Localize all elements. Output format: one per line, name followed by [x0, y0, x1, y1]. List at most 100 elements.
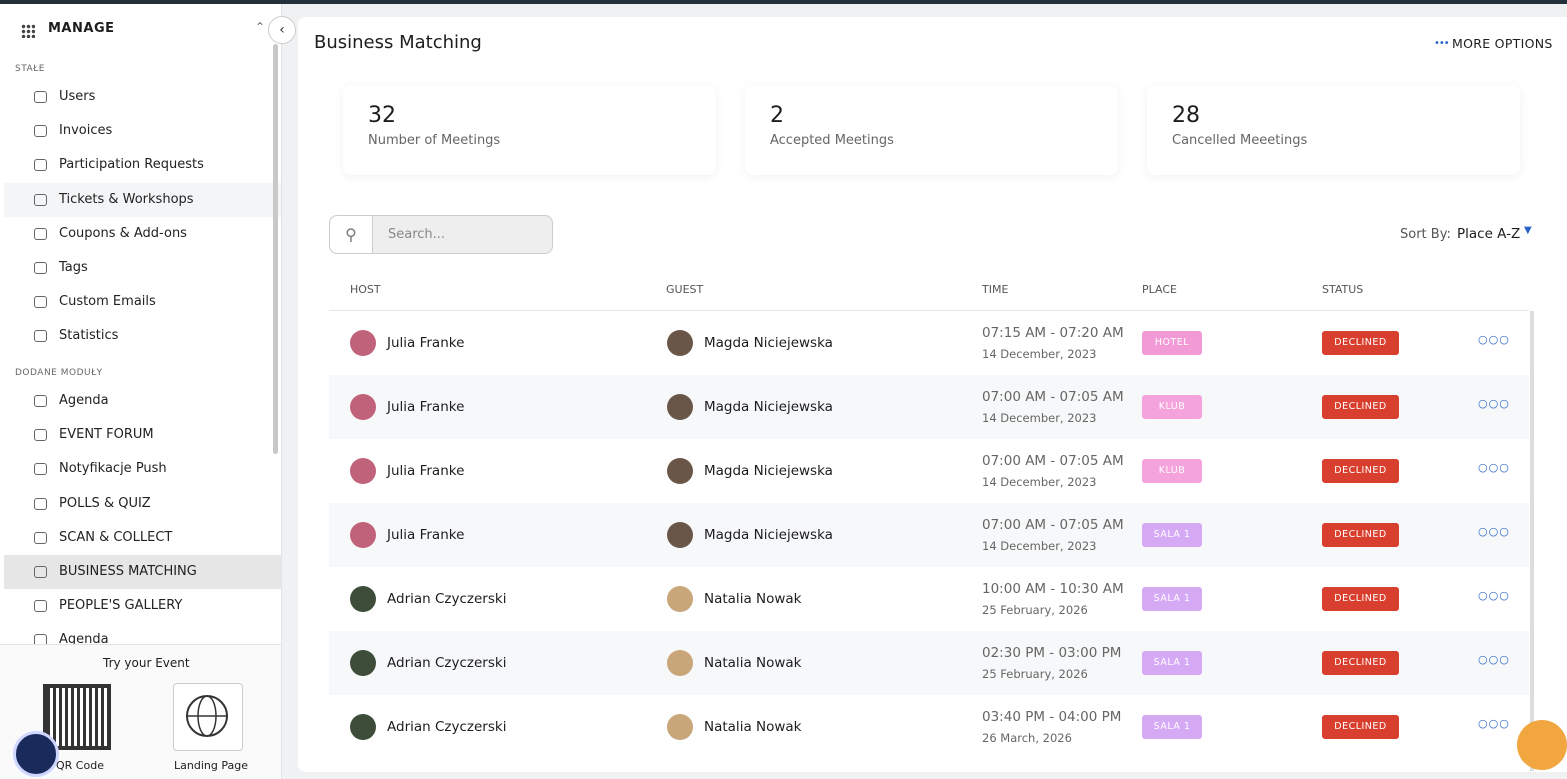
- menu-label[interactable]: POLLS & QUIZ: [59, 496, 151, 511]
- menu-label[interactable]: Participation Requests: [59, 157, 204, 172]
- menu-icon: [34, 125, 47, 137]
- menu-item[interactable]: SCAN & COLLECT: [4, 521, 282, 555]
- menu-icon: [34, 498, 47, 510]
- place-badge: SALA 1: [1142, 523, 1202, 547]
- row-actions[interactable]: ○○○: [1478, 397, 1510, 410]
- row-actions[interactable]: ○○○: [1478, 717, 1510, 730]
- table-row: Julia FrankeMagda Niciejewska07:00 AM - …: [329, 503, 1529, 567]
- row-actions[interactable]: ○○○: [1478, 589, 1510, 602]
- menu-icon: [34, 600, 47, 612]
- menu-item[interactable]: Coupons & Add-ons: [4, 217, 282, 251]
- menu-item[interactable]: Agenda: [4, 623, 282, 644]
- host-avatar: [350, 330, 376, 356]
- section-label: STAŁE: [15, 64, 45, 74]
- place-badge: KLUB: [1142, 395, 1202, 419]
- row-actions[interactable]: ○○○: [1478, 461, 1510, 474]
- host-name: Adrian Czyczerski: [387, 719, 506, 735]
- floating-button[interactable]: [13, 731, 59, 777]
- menu-label[interactable]: PEOPLE'S GALLERY: [59, 598, 182, 613]
- menu-item[interactable]: Participation Requests: [4, 148, 282, 182]
- sort-value[interactable]: Place A-Z: [1457, 226, 1520, 242]
- menu-label[interactable]: Agenda: [59, 393, 109, 408]
- menu-item[interactable]: Agenda: [4, 384, 282, 418]
- guest-name: Natalia Nowak: [704, 591, 802, 607]
- menu-label[interactable]: Invoices: [59, 123, 112, 138]
- time: 07:00 AM - 07:05 AM: [982, 453, 1124, 469]
- qr-label[interactable]: QR Code: [56, 759, 104, 772]
- menu-label[interactable]: Tags: [59, 260, 88, 275]
- chat-button[interactable]: [1517, 720, 1567, 770]
- try-title: Try your Event: [103, 656, 190, 670]
- menu-label[interactable]: Tickets & Workshops: [59, 192, 194, 207]
- guest-name: Natalia Nowak: [704, 655, 802, 671]
- status-badge: DECLINED: [1322, 587, 1399, 611]
- table-row: Julia FrankeMagda Niciejewska07:15 AM - …: [329, 311, 1529, 375]
- host-name: Julia Franke: [387, 399, 464, 415]
- status-badge: DECLINED: [1322, 651, 1399, 675]
- stat-card: 32Number of Meetings: [343, 85, 716, 175]
- menu-label[interactable]: Notyfikacje Push: [59, 461, 167, 476]
- host-name: Adrian Czyczerski: [387, 655, 506, 671]
- sort-label: Sort By:: [1400, 227, 1451, 242]
- menu-icon: [34, 91, 47, 103]
- stat-label: Cancelled Meeetings: [1172, 133, 1307, 148]
- menu-item[interactable]: POLLS & QUIZ: [4, 487, 282, 521]
- date: 25 February, 2026: [982, 667, 1088, 681]
- stat-card: 2Accepted Meetings: [745, 85, 1118, 175]
- stat-value: 2: [770, 103, 784, 128]
- menu-label[interactable]: Statistics: [59, 328, 118, 343]
- menu-label[interactable]: Coupons & Add-ons: [59, 226, 187, 241]
- guest-avatar: [667, 330, 693, 356]
- chevron: ⌃: [255, 20, 265, 34]
- collapse-button[interactable]: ‹: [268, 16, 296, 44]
- time: 07:00 AM - 07:05 AM: [982, 389, 1124, 405]
- table-row: Adrian CzyczerskiNatalia Nowak02:30 PM -…: [329, 631, 1529, 695]
- time: 10:00 AM - 10:30 AM: [982, 581, 1124, 597]
- guest-avatar: [667, 458, 693, 484]
- menu-item[interactable]: Tickets & Workshops: [4, 183, 282, 217]
- column-header: PLACE: [1142, 283, 1177, 296]
- menu-label[interactable]: SCAN & COLLECT: [59, 530, 172, 545]
- stat-card: 28 Cancelled Meeetings: [1147, 85, 1520, 175]
- menu-item[interactable]: Users: [4, 80, 282, 114]
- menu-icon: [34, 262, 47, 274]
- menu-item[interactable]: PEOPLE'S GALLERY: [4, 589, 282, 623]
- search-icon-box: ⚲: [330, 216, 373, 253]
- menu-label[interactable]: BUSINESS MATCHING: [59, 564, 197, 579]
- column-header: GUEST: [666, 283, 703, 296]
- status-badge: DECLINED: [1322, 331, 1399, 355]
- menu-item[interactable]: Invoices: [4, 114, 282, 148]
- landing-icon[interactable]: [173, 683, 243, 751]
- menu-label[interactable]: Users: [59, 89, 95, 104]
- row-actions[interactable]: ○○○: [1478, 653, 1510, 666]
- menu-item[interactable]: Statistics: [4, 319, 282, 353]
- host-avatar: [350, 394, 376, 420]
- date: 26 March, 2026: [982, 731, 1072, 745]
- row-actions[interactable]: ○○○: [1478, 525, 1510, 538]
- menu-item[interactable]: EVENT FORUM: [4, 418, 282, 452]
- date: 14 December, 2023: [982, 411, 1097, 425]
- status-badge: DECLINED: [1322, 523, 1399, 547]
- search-placeholder[interactable]: Search...: [388, 227, 445, 242]
- table-row: Julia FrankeMagda Niciejewska07:00 AM - …: [329, 439, 1529, 503]
- landing-label[interactable]: Landing Page: [174, 759, 248, 772]
- globe-icon: [174, 684, 242, 750]
- section-label: DODANE MODUŁY: [15, 368, 103, 378]
- stat-value: 28: [1172, 103, 1200, 128]
- menu-label[interactable]: Agenda: [59, 632, 109, 644]
- guest-name: Magda Niciejewska: [704, 463, 833, 479]
- menu-item[interactable]: Tags: [4, 251, 282, 285]
- date: 25 February, 2026: [982, 603, 1088, 617]
- scrollbar: [273, 44, 278, 454]
- date: 14 December, 2023: [982, 347, 1097, 361]
- menu-item[interactable]: Custom Emails: [4, 285, 282, 319]
- place-badge: SALA 1: [1142, 715, 1202, 739]
- menu-item[interactable]: BUSINESS MATCHING: [4, 555, 282, 589]
- more-options[interactable]: MORE OPTIONS: [1452, 36, 1553, 51]
- host-avatar: [350, 458, 376, 484]
- menu-label[interactable]: Custom Emails: [59, 294, 156, 309]
- row-actions[interactable]: ○○○: [1478, 333, 1510, 346]
- menu-icon: [34, 634, 47, 644]
- menu-item[interactable]: Notyfikacje Push: [4, 452, 282, 486]
- menu-label[interactable]: EVENT FORUM: [59, 427, 154, 442]
